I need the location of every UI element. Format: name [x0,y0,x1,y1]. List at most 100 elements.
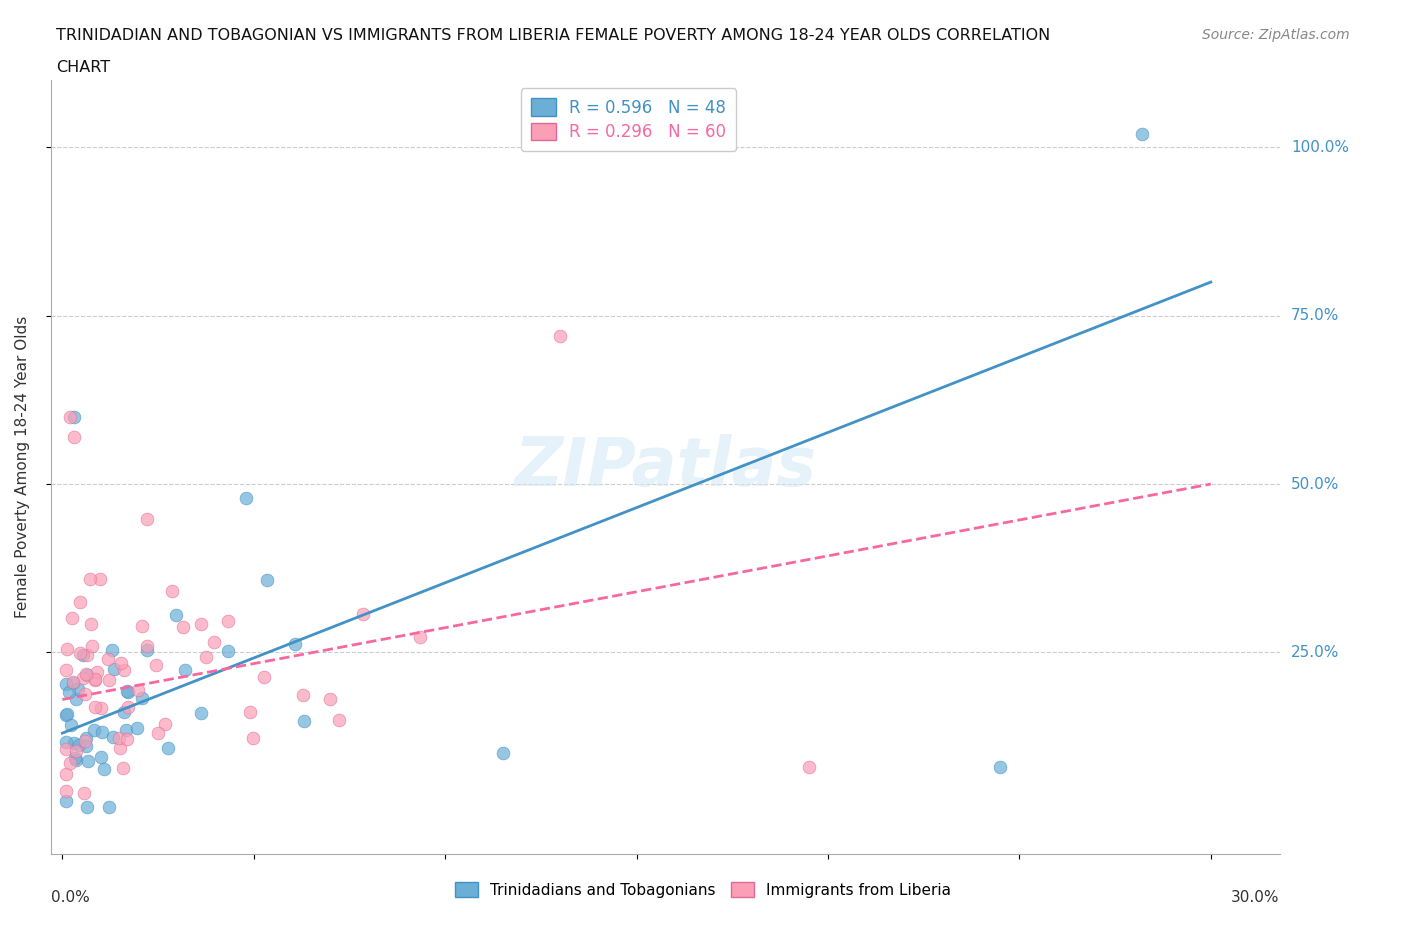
Point [256,573,278,588]
Point [75,739,97,754]
Text: 100.0%: 100.0% [1291,140,1348,155]
Point [65,743,87,758]
Point [65,752,87,767]
Point [73,785,96,800]
Point [75,731,97,746]
Point [101,643,124,658]
Point [97,652,120,667]
Point [352,607,374,622]
Point [328,712,350,727]
Point [101,729,124,744]
Point [55,766,77,781]
Point [55,663,77,678]
Legend: Trinidadians and Tobagonians, Immigrants from Liberia: Trinidadians and Tobagonians, Immigrants… [449,875,957,904]
Text: 30.0%: 30.0% [1232,890,1279,905]
Text: ZIPatlas: ZIPatlas [515,434,817,500]
Point [135,512,157,526]
Point [90,750,112,764]
Point [58,684,80,699]
Text: 75.0%: 75.0% [1291,308,1339,324]
Point [76,800,98,815]
Point [67,737,90,752]
Point [108,731,131,746]
Point [79,617,101,631]
Point [55,642,77,657]
Point [114,723,136,737]
Point [202,634,225,649]
Point [145,658,167,672]
Point [55,735,77,750]
Point [235,490,257,505]
Point [172,619,194,634]
Point [62,409,84,424]
Point [93,762,115,777]
Point [190,705,212,720]
Point [409,630,432,644]
Point [127,683,149,698]
Point [117,699,139,714]
Point [146,725,169,740]
Point [1130,126,1153,141]
Point [190,617,212,631]
Point [55,783,77,798]
Point [55,794,77,809]
Point [59,755,82,770]
Point [136,643,159,658]
Point [75,667,97,682]
Point [131,690,153,705]
Point [62,430,84,445]
Point [548,328,571,343]
Point [82,639,104,654]
Point [86,665,108,680]
Point [63,751,86,766]
Legend: R = 0.596   N = 48, R = 0.296   N = 60: R = 0.596 N = 48, R = 0.296 N = 60 [520,88,737,152]
Point [98,672,121,687]
Point [112,663,135,678]
Point [59,409,82,424]
Point [174,662,197,677]
Point [217,614,239,629]
Point [160,583,183,598]
Point [292,714,315,729]
Point [91,724,114,739]
Point [110,740,132,755]
Point [62,675,84,690]
Point [115,684,138,698]
Point [69,595,91,610]
Point [491,746,513,761]
Point [72,648,94,663]
Point [131,618,153,633]
Point [292,688,315,703]
Point [135,638,157,653]
Point [69,645,91,660]
Point [72,671,94,685]
Point [112,705,135,720]
Point [90,701,112,716]
Point [60,718,83,733]
Point [111,761,134,776]
Point [76,668,98,683]
Point [242,731,264,746]
Point [56,707,79,722]
Point [66,682,89,697]
Point [284,636,307,651]
Point [110,656,132,671]
Point [60,611,83,626]
Point [103,661,125,676]
Point [117,684,139,699]
Text: 50.0%: 50.0% [1291,476,1339,492]
Point [127,721,149,736]
Point [217,644,239,658]
Point [115,732,138,747]
Text: 0.0%: 0.0% [51,890,90,905]
Point [79,572,101,587]
Point [84,671,107,686]
Text: Source: ZipAtlas.com: Source: ZipAtlas.com [1202,28,1350,42]
Point [55,741,77,756]
Point [77,753,100,768]
Point [797,760,820,775]
Y-axis label: Female Poverty Among 18-24 Year Olds: Female Poverty Among 18-24 Year Olds [15,316,30,618]
Point [153,716,176,731]
Point [63,736,86,751]
Text: TRINIDADIAN AND TOBAGONIAN VS IMMIGRANTS FROM LIBERIA FEMALE POVERTY AMONG 18-24: TRINIDADIAN AND TOBAGONIAN VS IMMIGRANTS… [56,28,1050,43]
